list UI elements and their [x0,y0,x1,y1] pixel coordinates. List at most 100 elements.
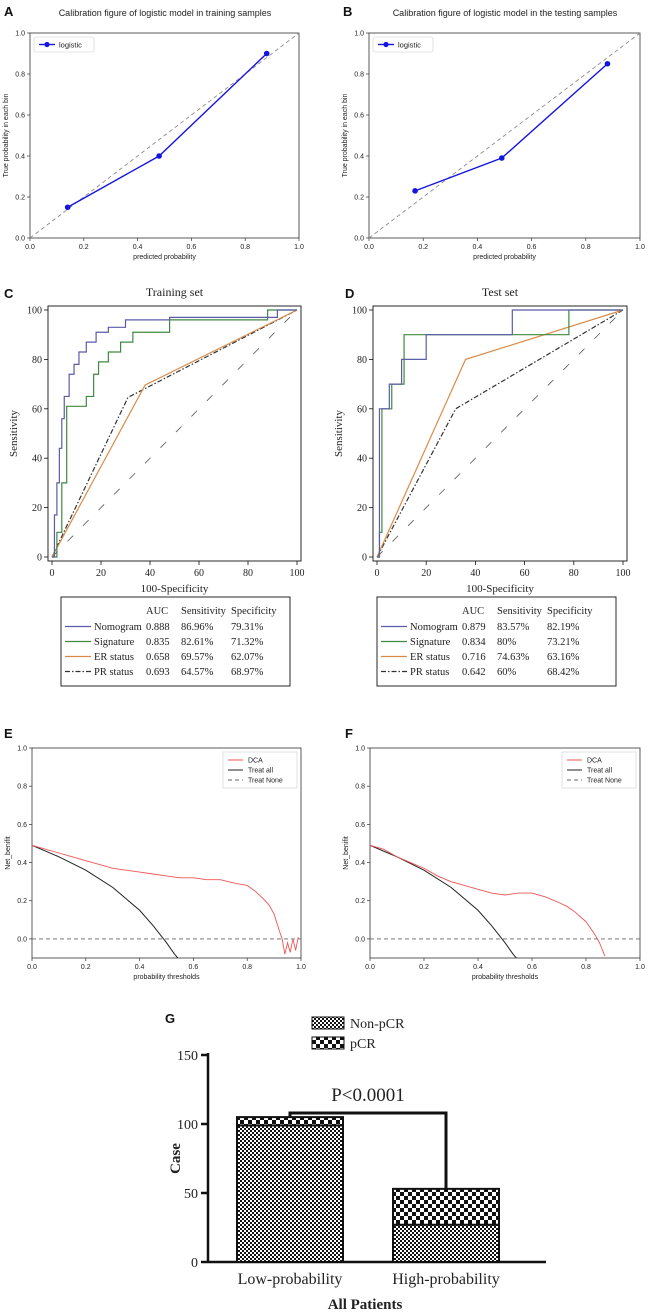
chart-title: Calibration figure of logistic model in … [59,8,272,18]
series-line-logistic [67,52,268,208]
x-tick-label: 0.6 [527,964,537,971]
x-tick-label: 0.2 [79,244,89,251]
series-line-dca [32,844,299,955]
x-tick-label: 0.4 [473,964,483,971]
legend: logistic [372,36,434,53]
stats-table-specificity: 68.42% [547,667,580,678]
y-tick-label: 1.0 [15,31,25,38]
x-tick-label: 0.0 [365,964,375,971]
y-tick-label: 0.6 [15,113,25,120]
x-axis-label: probability thresholds [472,974,539,981]
plot-area [370,844,640,958]
stats-table-sensitivity: 83.57% [497,622,530,633]
stats-table-row-name: PR status [94,667,133,678]
stats-table-sensitivity: 74.63% [497,652,530,663]
roc-curve-signature [52,309,297,558]
y-tick-label: 100 [177,1118,198,1133]
plot-frame [29,32,300,239]
panel-letter: G [165,1011,175,1026]
x-tick-label: 20 [421,568,431,579]
y-axis-label: True probability in each bin [342,94,349,178]
roc-curve-nomogram [52,309,297,558]
x-tick-label: High-probability [392,1271,500,1288]
panel-b: B Calibration figure of logistic model in… [342,4,645,261]
x-tick-label: 0.2 [419,964,429,971]
x-tick-label: 0.2 [81,964,91,971]
x-tick-label: 0.6 [527,244,537,251]
legend: DCA Treat all Treat None [222,751,298,789]
legend-label: pCR [350,1037,376,1052]
x-axis-label: predicted probability [473,254,536,261]
y-tick-label: 80 [357,355,367,366]
stats-table-sensitivity: 69.57% [181,652,214,663]
panel-letter: F [345,726,353,741]
legend-label: logistic [398,40,421,49]
y-tick-label: 0.8 [15,72,25,79]
data-point [604,60,611,67]
legend-label: Treat None [587,778,622,785]
bar-pcr [236,1116,344,1127]
x-tick-label: 40 [145,568,155,579]
x-tick-label: 0 [50,568,55,579]
plot-frame [369,747,641,959]
panel-letter: C [4,286,14,301]
y-tick-label: 60 [357,404,367,415]
chart-title: Test set [482,285,519,299]
y-tick-label: 0.6 [17,822,27,829]
data-point [156,153,162,159]
x-tick-label: 100 [290,568,305,579]
y-tick-label: 0.2 [15,195,25,202]
y-tick-label: 1.0 [354,31,364,38]
legend-label: DCA [248,758,263,765]
x-axis-label: All Patients [328,1297,403,1312]
stats-table-row-name: Nomogram [94,622,142,633]
x-tick-label: 0.6 [187,244,197,251]
roc-curve-reference [51,309,298,558]
panel-c: C Training set 0 20 40 60 80 100 0 20 40 60 80 100 100… [4,285,305,687]
roc-curve-reference [376,309,624,558]
plot-frame [372,305,628,562]
stats-table-auc: 0.834 [462,637,486,648]
y-tick-label: 40 [32,454,42,465]
stats-table-auc: 0.642 [462,667,486,678]
legend-marker [383,41,389,48]
stats-table-sensitivity: 64.57% [181,667,214,678]
stats-table-header: Sensitivity [181,606,227,617]
y-tick-label: 0 [191,1256,198,1271]
x-tick-label: Low-probability [238,1271,343,1288]
panel-letter: B [343,4,352,19]
y-tick-label: 0.4 [15,154,25,161]
x-tick-label: 0.8 [242,964,252,971]
stats-table-specificity: 63.16% [547,652,580,663]
stats-table-frame [376,596,617,687]
stats-table-header: Specificity [547,606,593,617]
panel-f: F 0.0 0.2 0.4 0.6 0.8 1.0 0.0 0.2 0.4 0.6 0.8 1.0 pro… [343,726,645,981]
stats-table-row-name: ER status [94,652,134,663]
series-line-dca [370,844,606,957]
legend-label: Treat all [587,768,612,775]
y-tick-label: 0.8 [355,784,365,791]
y-tick-label: 0.8 [17,784,27,791]
x-axis-label: 100-Specificity [466,583,534,595]
y-tick-label: 0.2 [17,898,27,905]
bar-pcr [392,1187,500,1226]
roc-curve-nomogram [377,309,623,558]
data-point [412,188,418,194]
stats-table-row-name: Nomogram [410,622,458,633]
legend: logistic [33,36,95,53]
x-tick-label: 0.4 [133,244,143,251]
x-tick-label: 0.8 [581,964,591,971]
y-tick-label: 0.4 [355,860,365,867]
stats-table-auc: 0.658 [146,652,170,663]
roc-curve-signature [377,309,623,558]
reference-line [368,32,641,239]
x-tick-label: 1.0 [294,244,304,251]
x-tick-label: 40 [470,568,480,579]
significance-bracket [288,1111,448,1189]
legend-label: Treat all [248,768,273,775]
x-axis-label: 100-Specificity [141,583,209,595]
stats-table-auc: 0.879 [462,622,486,633]
legend-box [33,36,95,53]
x-axis-label: predicted probability [133,254,196,261]
